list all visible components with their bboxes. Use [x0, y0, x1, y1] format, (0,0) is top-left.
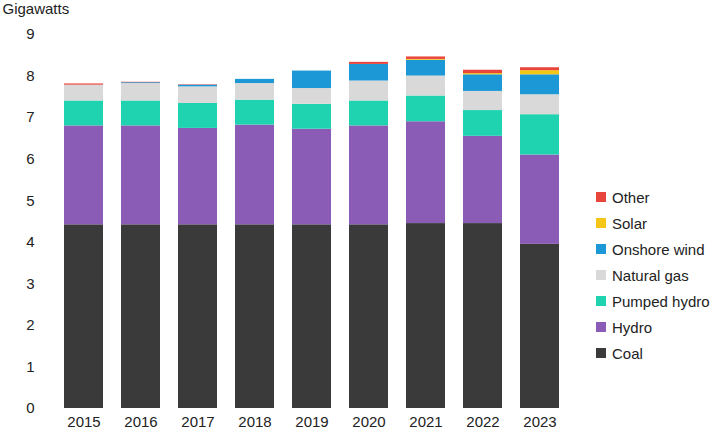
- svg-text:2016: 2016: [124, 413, 157, 430]
- svg-text:8: 8: [26, 67, 34, 84]
- svg-text:0: 0: [26, 399, 34, 416]
- svg-text:2021: 2021: [409, 413, 442, 430]
- svg-text:2023: 2023: [523, 413, 556, 430]
- html-text:Pumped hydro: Pumped hydro: [612, 292, 710, 310]
- svg-text:2015: 2015: [67, 413, 100, 430]
- svg-text:2018: 2018: [238, 413, 271, 430]
- html-text:Onshore wind: Onshore wind: [612, 240, 705, 258]
- html-text:Other: Other: [612, 188, 650, 206]
- svg-text:5: 5: [26, 192, 34, 209]
- svg-text:3: 3: [26, 275, 34, 292]
- html-text:Natural gas: Natural gas: [612, 266, 689, 284]
- svg-text:2: 2: [26, 316, 34, 333]
- svg-text:2019: 2019: [295, 413, 328, 430]
- svg-text:1: 1: [26, 358, 34, 375]
- svg-text:6: 6: [26, 150, 34, 167]
- svg-text:2020: 2020: [352, 413, 385, 430]
- svg-text:2022: 2022: [466, 413, 499, 430]
- svg-text:7: 7: [26, 108, 34, 125]
- svg-text:9: 9: [26, 25, 34, 42]
- html-text:Coal: Coal: [612, 344, 643, 362]
- html-text:Hydro: Hydro: [612, 318, 652, 336]
- svg-text:4: 4: [26, 233, 34, 250]
- svg-text:2017: 2017: [181, 413, 214, 430]
- html-text:Solar: Solar: [612, 214, 647, 232]
- svg-text:Gigawatts: Gigawatts: [3, 0, 70, 17]
